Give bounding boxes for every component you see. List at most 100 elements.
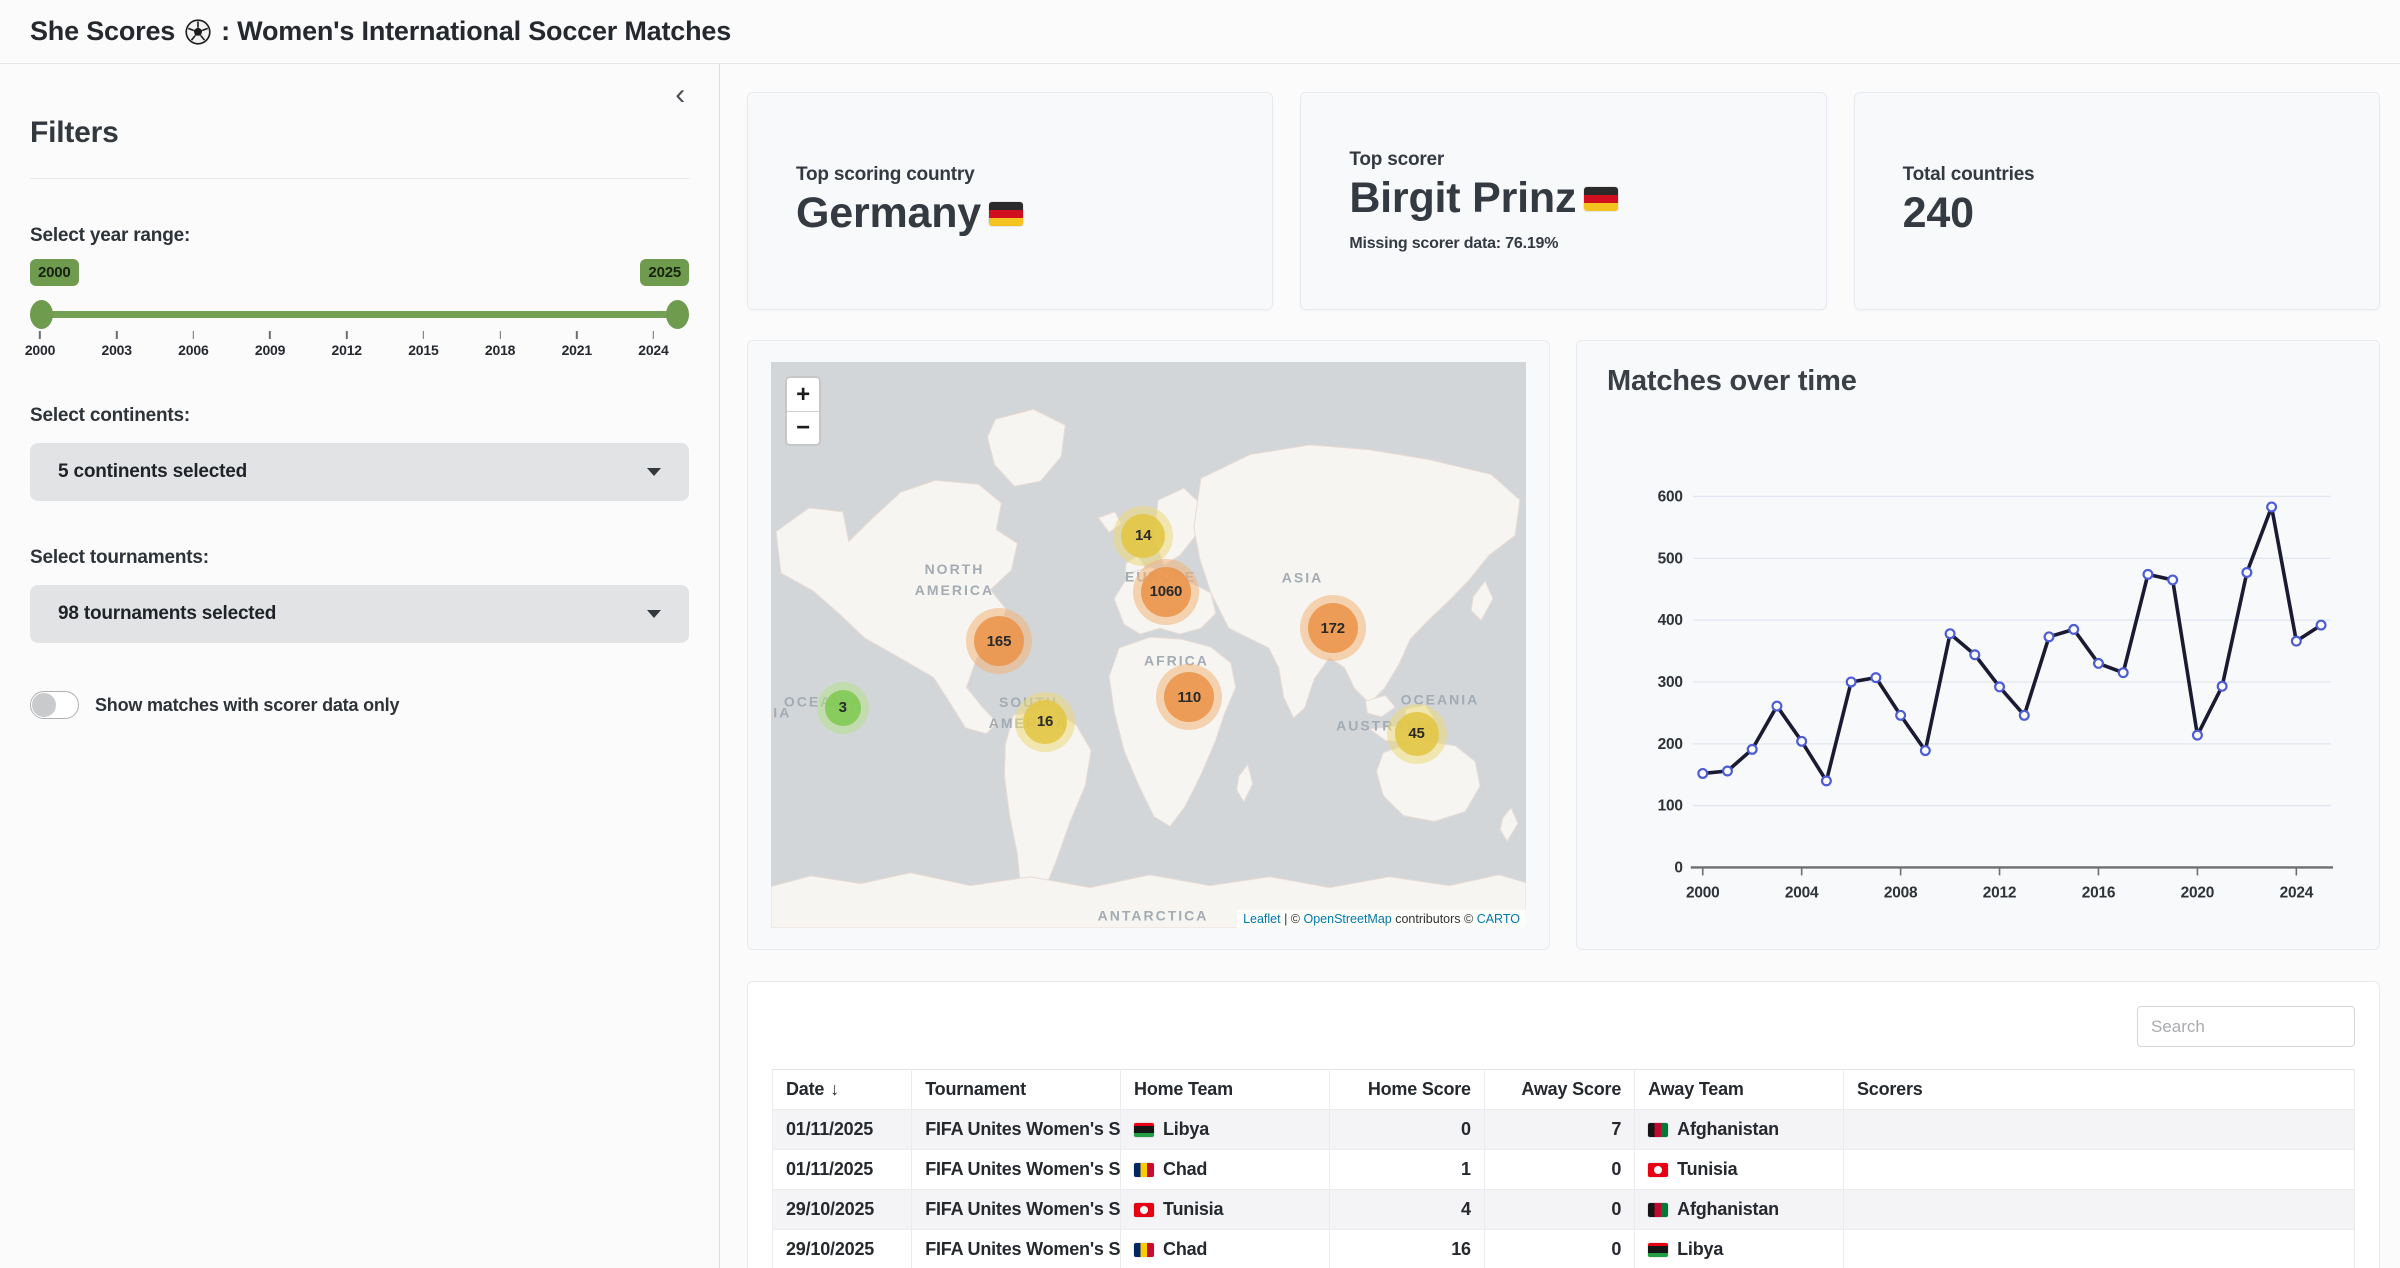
- column-label: Scorers: [1857, 1079, 1923, 1099]
- stat-card-top-scorer: Top scorer Birgit Prinz Missing scorer d…: [1300, 92, 1826, 310]
- year-range-slider: 2000 2025 200020032006200920122015201820…: [30, 259, 689, 359]
- stat-value-text: Germany: [796, 190, 981, 237]
- team-name: Chad: [1163, 1239, 1207, 1260]
- tunisia-flag-icon: [1134, 1203, 1154, 1217]
- scorer-data-toggle[interactable]: [30, 691, 79, 719]
- map-cluster-marker[interactable]: 3: [817, 682, 869, 734]
- team-name: Libya: [1677, 1239, 1723, 1260]
- svg-text:2020: 2020: [2181, 884, 2215, 901]
- table-row: 29/10/2025FIFA Unites Women's SeriesChad…: [773, 1230, 2355, 1268]
- team: Chad: [1134, 1239, 1316, 1260]
- year-tick: 2006: [178, 331, 208, 358]
- stat-label: Top scoring country: [796, 164, 1224, 186]
- team-name: Tunisia: [1677, 1159, 1737, 1180]
- map-zoom-out-button[interactable]: −: [787, 411, 819, 444]
- team: Afghanistan: [1648, 1199, 1830, 1220]
- column-label: Away Team: [1648, 1079, 1744, 1099]
- column-label: Home Score: [1368, 1079, 1471, 1099]
- sort-descending-icon: ↓: [830, 1079, 839, 1099]
- column-header-away_team[interactable]: Away Team: [1635, 1070, 1844, 1110]
- year-tick-mark: [576, 331, 578, 339]
- map-cluster-marker[interactable]: 110: [1156, 664, 1222, 730]
- map-cluster-marker[interactable]: 172: [1300, 595, 1366, 661]
- team: Tunisia: [1648, 1159, 1830, 1180]
- column-header-home_score[interactable]: Home Score: [1329, 1070, 1484, 1110]
- year-range-handle-end[interactable]: [666, 300, 689, 329]
- svg-text:2000: 2000: [1686, 884, 1720, 901]
- map-cluster-count: 14: [1121, 514, 1165, 558]
- openstreetmap-link[interactable]: OpenStreetMap: [1304, 912, 1392, 926]
- year-tick-mark: [39, 331, 41, 339]
- map-cluster-marker[interactable]: 45: [1387, 704, 1447, 764]
- year-tick-label: 2006: [178, 342, 208, 358]
- year-tick: 2000: [25, 331, 55, 358]
- column-header-tournament[interactable]: Tournament: [912, 1070, 1121, 1110]
- tournaments-select[interactable]: 98 tournaments selected: [30, 585, 689, 643]
- germany-flag-icon: [1584, 187, 1618, 211]
- page-title-suffix: : Women's International Soccer Matches: [221, 16, 731, 47]
- search-input[interactable]: [2137, 1006, 2355, 1047]
- column-label: Date: [786, 1079, 824, 1099]
- cell-tournament: FIFA Unites Women's Series: [912, 1110, 1121, 1150]
- cell-away-score: 7: [1484, 1110, 1634, 1150]
- svg-text:2004: 2004: [1785, 884, 1819, 901]
- world-map[interactable]: + − NORTH AMERICAEUROPEASIAAFRICASOUTH A…: [771, 362, 1526, 928]
- cell-home-score: 16: [1329, 1230, 1484, 1268]
- team: Afghanistan: [1648, 1119, 1830, 1140]
- svg-text:2012: 2012: [1983, 884, 2017, 901]
- team-name: Afghanistan: [1677, 1199, 1779, 1220]
- team: Chad: [1134, 1159, 1316, 1180]
- map-cluster-count: 16: [1023, 700, 1067, 744]
- cell-tournament: FIFA Unites Women's Series: [912, 1230, 1121, 1268]
- cell-tournament: FIFA Unites Women's Series: [912, 1150, 1121, 1190]
- cell-scorers: [1843, 1190, 2354, 1230]
- soccer-ball-icon: [185, 19, 211, 45]
- year-tick-label: 2018: [485, 342, 515, 358]
- year-tick-label: 2000: [25, 342, 55, 358]
- filters-sidebar: ‹ Filters Select year range: 2000 2025 2…: [0, 64, 720, 1268]
- carto-link[interactable]: CARTO: [1477, 912, 1520, 926]
- cell-date: 29/10/2025: [773, 1190, 912, 1230]
- afghanistan-flag-icon: [1648, 1203, 1668, 1217]
- map-cluster-marker[interactable]: 165: [966, 608, 1032, 674]
- filters-title: Filters: [30, 116, 689, 150]
- map-cluster-count: 45: [1395, 712, 1439, 756]
- cell-date: 01/11/2025: [773, 1150, 912, 1190]
- year-range-ticks: 200020032006200920122015201820212024: [40, 331, 679, 359]
- year-tick-mark: [653, 331, 655, 339]
- sidebar-collapse-icon[interactable]: ‹: [675, 80, 685, 110]
- column-header-away_score[interactable]: Away Score: [1484, 1070, 1634, 1110]
- continents-select[interactable]: 5 continents selected: [30, 443, 689, 501]
- year-tick: 2015: [408, 331, 438, 358]
- year-tick-label: 2009: [255, 342, 285, 358]
- continents-select-value: 5 continents selected: [58, 461, 247, 483]
- cell-away-team: Afghanistan: [1635, 1110, 1844, 1150]
- year-range-handle-start[interactable]: [30, 300, 53, 329]
- stat-card-total-countries: Total countries 240: [1854, 92, 2380, 310]
- cell-home-team: Libya: [1121, 1110, 1330, 1150]
- table-row: 01/11/2025FIFA Unites Women's Series Chad…: [773, 1150, 2355, 1190]
- map-cluster-marker[interactable]: 16: [1015, 692, 1075, 752]
- year-tick-mark: [269, 331, 271, 339]
- column-header-date[interactable]: Date ↓: [773, 1070, 912, 1110]
- svg-text:300: 300: [1658, 674, 1683, 691]
- column-header-scorers[interactable]: Scorers: [1843, 1070, 2354, 1110]
- year-tick: 2021: [562, 331, 592, 358]
- map-cluster-marker[interactable]: 1060: [1133, 559, 1199, 625]
- cell-away-score: 0: [1484, 1190, 1634, 1230]
- year-range-start-badge: 2000: [30, 259, 79, 286]
- year-tick: 2018: [485, 331, 515, 358]
- map-zoom-in-button[interactable]: +: [787, 378, 819, 411]
- year-range-track[interactable]: [40, 311, 679, 318]
- cell-away-team: Afghanistan: [1635, 1190, 1844, 1230]
- column-header-home_team[interactable]: Home Team: [1121, 1070, 1330, 1110]
- leaflet-link[interactable]: Leaflet: [1243, 912, 1281, 926]
- cell-home-team: Chad: [1121, 1150, 1330, 1190]
- map-zoom-control: + −: [785, 376, 821, 446]
- team: Libya: [1134, 1119, 1316, 1140]
- map-cluster-count: 110: [1164, 672, 1214, 722]
- map-cluster-count: 172: [1308, 603, 1358, 653]
- map-cluster-marker[interactable]: 14: [1113, 506, 1173, 566]
- toggle-knob: [32, 693, 56, 717]
- cell-home-score: 1: [1329, 1150, 1484, 1190]
